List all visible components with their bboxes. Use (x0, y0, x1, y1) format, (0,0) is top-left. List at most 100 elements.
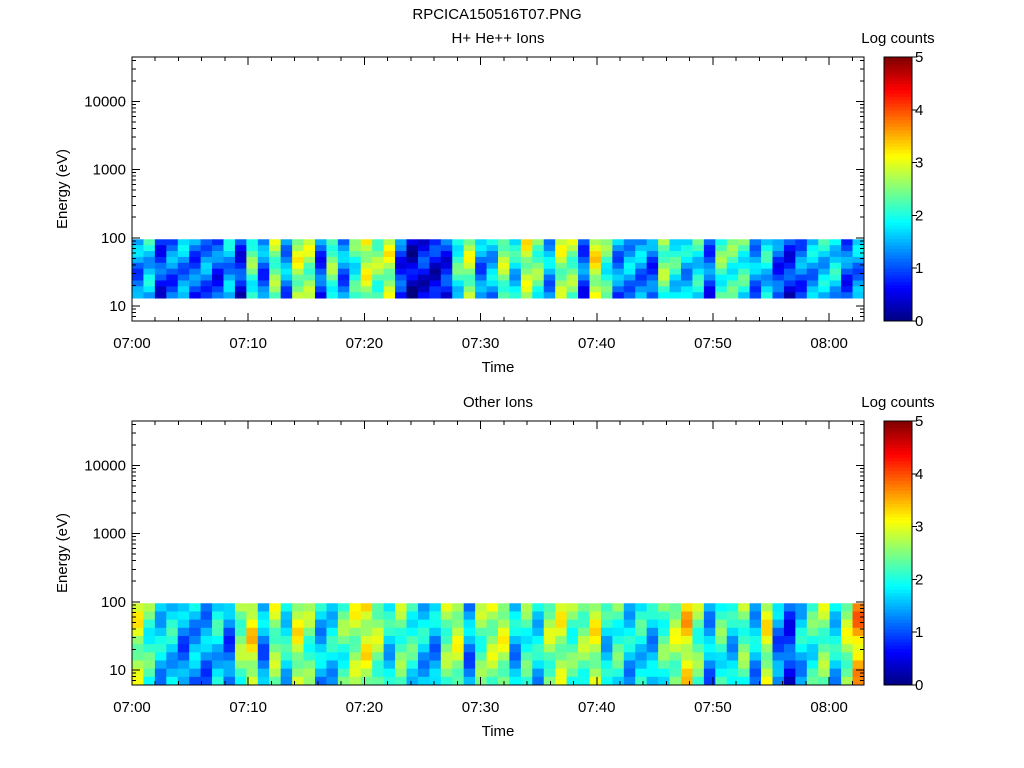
y-tick-label: 10 (109, 298, 126, 315)
heatmap-cell (738, 274, 751, 281)
heatmap-cell (795, 635, 808, 645)
heatmap-cell (841, 611, 853, 621)
heatmap-cell (589, 668, 602, 678)
heatmap-cell (189, 635, 202, 645)
heatmap-cell (315, 627, 327, 637)
heatmap-cell (681, 280, 693, 287)
heatmap-cell (234, 635, 247, 645)
heatmap-cell (703, 268, 716, 275)
heatmap-cell (623, 668, 636, 678)
heatmap-column (841, 603, 853, 686)
heatmap-column (646, 239, 659, 299)
heatmap-cell (520, 627, 533, 637)
heatmap-cell (417, 644, 430, 653)
heatmap-cell (520, 644, 533, 653)
heatmap-cell (269, 619, 282, 629)
colorbar-swatch (884, 421, 912, 425)
colorbar-swatch (884, 523, 912, 528)
heatmap-cell (395, 619, 407, 629)
heatmap-cell (829, 603, 842, 612)
heatmap-cell (520, 286, 533, 293)
heatmap-cell (452, 676, 465, 686)
heatmap-cell (646, 256, 659, 264)
heatmap-cell (463, 256, 476, 264)
heatmap-cell (372, 611, 385, 621)
heatmap-cell (212, 652, 224, 661)
heatmap-cell (189, 292, 202, 299)
heatmap-cell (269, 652, 282, 661)
colorbar-swatch (884, 284, 912, 289)
heatmap-cell (589, 274, 602, 281)
heatmap-cell (783, 627, 796, 637)
heatmap-cell (806, 627, 819, 637)
heatmap-cell (726, 245, 739, 252)
heatmap-cell (212, 660, 224, 670)
heatmap-cell (154, 652, 167, 661)
heatmap-cell (440, 652, 453, 661)
heatmap-cell (681, 262, 693, 270)
heatmap-cell (200, 660, 213, 670)
heatmap-cell (555, 627, 568, 637)
heatmap-cell (818, 239, 831, 246)
heatmap-column (200, 239, 213, 299)
colorbar-swatch (884, 90, 912, 94)
heatmap-cell (761, 660, 773, 670)
heatmap-cell (475, 652, 487, 661)
heatmap-cell (703, 627, 716, 637)
x-tick-label: 07:00 (113, 699, 151, 716)
heatmap-column (761, 603, 773, 686)
heatmap-cell (669, 251, 682, 258)
heatmap-cell (440, 676, 453, 686)
heatmap-cell (303, 292, 316, 299)
heatmap-cell (578, 286, 590, 293)
heatmap-column (623, 239, 636, 299)
heatmap-cell (543, 668, 556, 678)
heatmap-cell (154, 245, 167, 252)
heatmap-cell (635, 660, 648, 670)
heatmap-cell (280, 292, 293, 299)
heatmap-cell (303, 611, 316, 621)
heatmap-cell (841, 668, 853, 678)
heatmap-cell (406, 635, 419, 645)
heatmap-cell (543, 627, 556, 637)
heatmap-cell (257, 292, 270, 299)
heatmap-cell (703, 245, 716, 252)
colorbar-swatch (884, 80, 912, 84)
heatmap-cell (177, 644, 190, 653)
heatmap-cell (658, 619, 670, 629)
colorbar-swatch (884, 559, 912, 564)
heatmap-cell (566, 660, 579, 670)
heatmap-cell (223, 603, 236, 612)
heatmap-cell (532, 274, 545, 281)
heatmap-cell (269, 611, 282, 621)
heatmap-cell (566, 262, 579, 270)
heatmap-cell (692, 611, 705, 621)
heatmap-column (841, 239, 853, 299)
heatmap-column (783, 603, 796, 686)
heatmap-cell (692, 245, 705, 252)
heatmap-cell (795, 611, 808, 621)
heatmap-cell (337, 251, 350, 258)
heatmap-cell (212, 251, 224, 258)
heatmap-cell (658, 262, 670, 270)
heatmap-cell (360, 268, 373, 275)
heatmap-cell (315, 603, 327, 612)
heatmap-cell (555, 611, 568, 621)
heatmap-cell (383, 668, 396, 678)
heatmap-cell (726, 652, 739, 661)
heatmap-cell (417, 251, 430, 258)
heatmap-cell (189, 603, 202, 612)
heatmap-cell (475, 262, 487, 270)
heatmap-cell (292, 668, 304, 678)
heatmap-cell (509, 644, 522, 653)
heatmap-cell (166, 660, 179, 670)
heatmap-cell (532, 676, 545, 686)
heatmap-cell (738, 676, 751, 686)
heatmap-cell (463, 262, 476, 270)
heatmap-cell (177, 619, 190, 629)
heatmap-column (349, 239, 362, 299)
heatmap-cell (154, 286, 167, 293)
heatmap-cell (486, 292, 499, 299)
heatmap-cell (520, 635, 533, 645)
heatmap-cell (223, 292, 236, 299)
